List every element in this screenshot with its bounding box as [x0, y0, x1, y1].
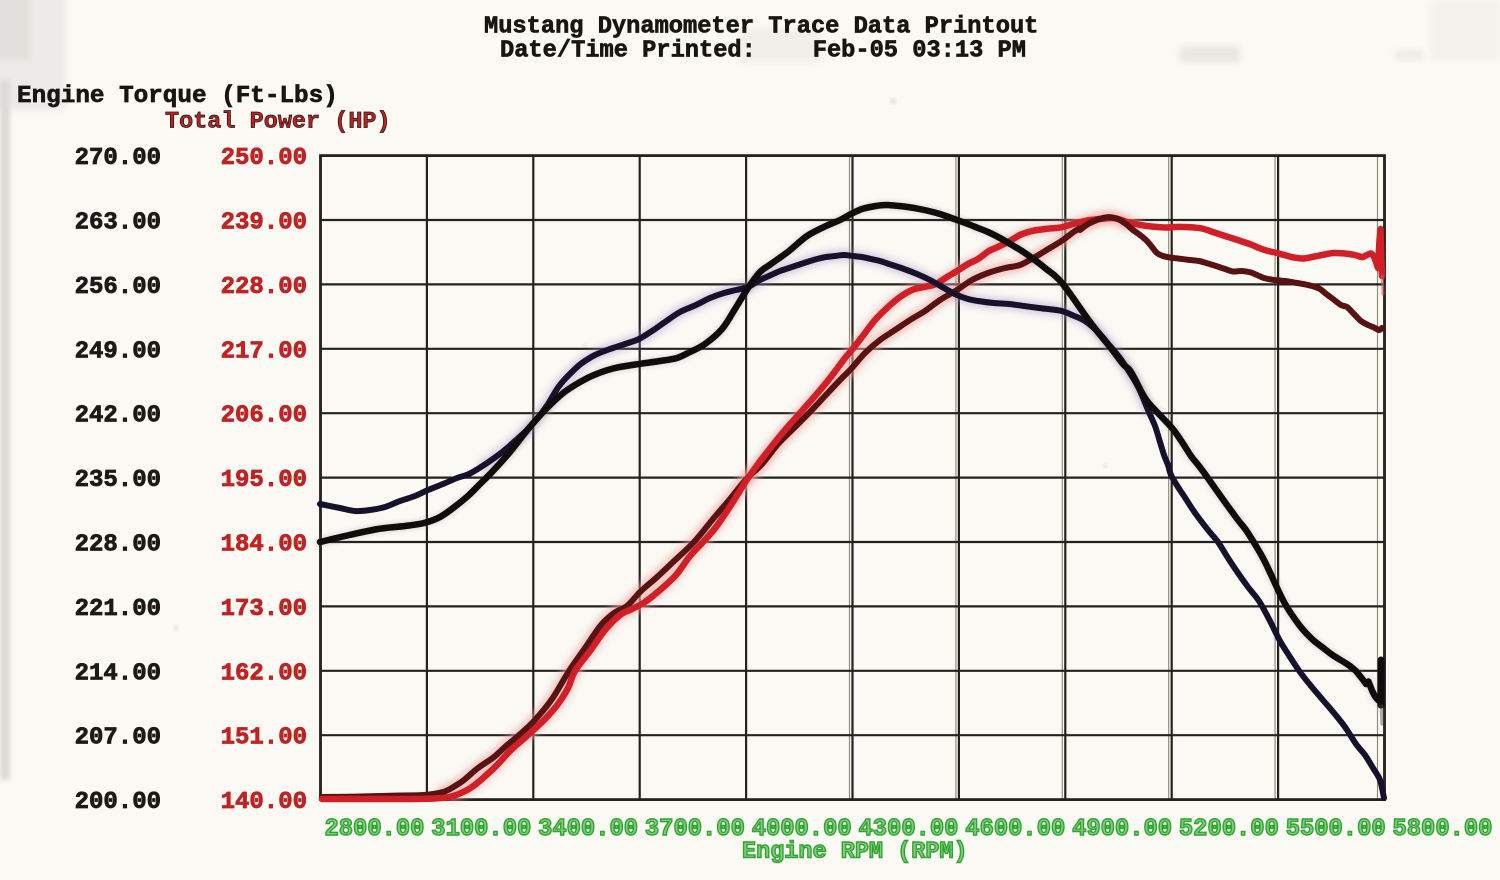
svg-text:5200.00: 5200.00	[1179, 816, 1279, 843]
svg-text:242.00: 242.00	[75, 403, 161, 430]
svg-text:184.00: 184.00	[221, 532, 307, 559]
svg-text:Total Power (HP): Total Power (HP)	[165, 109, 391, 136]
svg-text:235.00: 235.00	[75, 467, 161, 494]
svg-text:206.00: 206.00	[221, 403, 307, 430]
svg-text:2800.00: 2800.00	[325, 816, 425, 843]
svg-text:Engine RPM (RPM): Engine RPM (RPM)	[742, 839, 968, 866]
svg-text:270.00: 270.00	[75, 145, 161, 172]
svg-text:5500.00: 5500.00	[1286, 816, 1386, 843]
svg-text:3100.00: 3100.00	[431, 816, 531, 843]
svg-text:Engine Torque (Ft-Lbs): Engine Torque (Ft-Lbs)	[17, 83, 338, 110]
svg-text:217.00: 217.00	[221, 338, 307, 365]
svg-text:173.00: 173.00	[221, 596, 307, 623]
svg-text:4600.00: 4600.00	[965, 816, 1065, 843]
svg-text:256.00: 256.00	[75, 274, 161, 301]
svg-text:228.00: 228.00	[221, 274, 307, 301]
svg-text:221.00: 221.00	[75, 596, 161, 623]
svg-text:4900.00: 4900.00	[1072, 816, 1172, 843]
svg-text:Mustang Dynamometer Trace Data: Mustang Dynamometer Trace Data Printout	[484, 14, 1038, 41]
svg-text:5800.00: 5800.00	[1393, 816, 1493, 843]
svg-text:162.00: 162.00	[221, 660, 307, 687]
svg-text:3400.00: 3400.00	[538, 816, 638, 843]
svg-text:207.00: 207.00	[75, 725, 161, 752]
svg-text:4000.00: 4000.00	[752, 816, 852, 843]
svg-text:140.00: 140.00	[221, 789, 307, 816]
svg-text:214.00: 214.00	[75, 660, 161, 687]
svg-text:249.00: 249.00	[75, 338, 161, 365]
svg-text:3700.00: 3700.00	[645, 816, 745, 843]
svg-text:151.00: 151.00	[221, 725, 307, 752]
svg-text:Date/Time Printed: Feb-05 0: Date/Time Printed: Feb-05 03:13 PM	[500, 38, 1026, 65]
svg-text:228.00: 228.00	[75, 532, 161, 559]
svg-text:250.00: 250.00	[221, 145, 307, 172]
svg-text:263.00: 263.00	[75, 210, 161, 237]
svg-text:4300.00: 4300.00	[859, 816, 959, 843]
svg-text:200.00: 200.00	[75, 789, 161, 816]
svg-text:195.00: 195.00	[221, 467, 307, 494]
svg-text:239.00: 239.00	[221, 210, 307, 237]
